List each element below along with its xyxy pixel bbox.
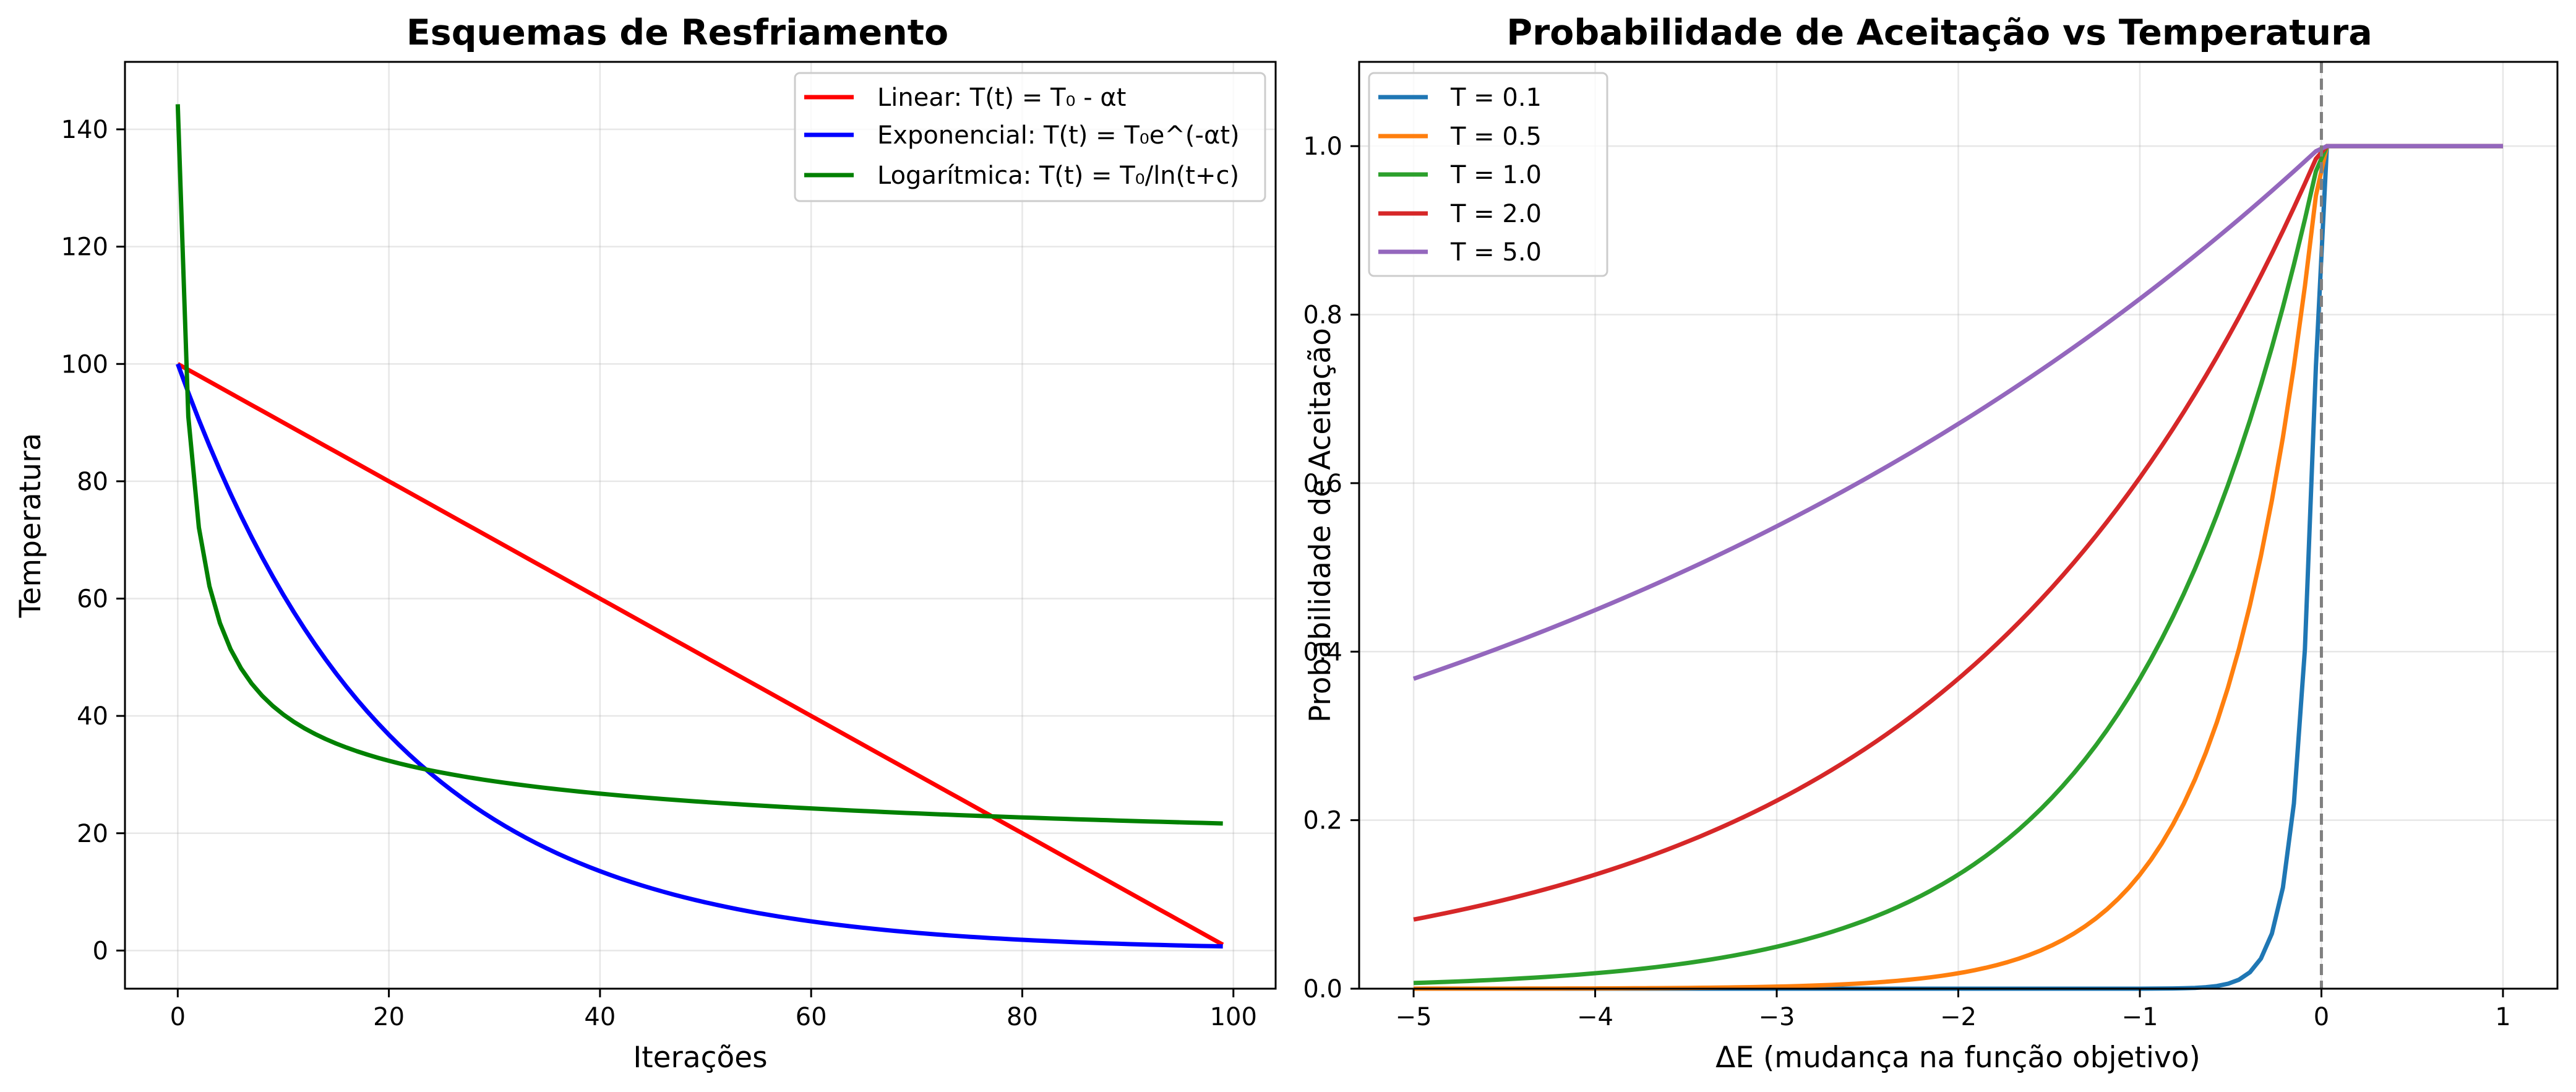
legend-label: Logarítmica: T(t) = T₀/ln(t+c) [877,161,1239,190]
x-tick-label: 40 [584,1003,616,1031]
y-axis-label: Temperatura [14,433,48,619]
x-tick-label: 80 [1007,1003,1038,1031]
cooling-schedules-chart: Esquemas de Resfriamento 0 20 40 60 80 100 0 20… [14,12,1277,1075]
y-tick-label: 0.4 [1303,638,1342,666]
y-tick-label: 0.6 [1303,470,1342,498]
plot-frame [124,61,1277,990]
x-tick-label: 1 [2495,1003,2510,1031]
series-line [1413,144,2503,986]
series-group [175,104,1224,949]
axis-ticks: 0 20 40 60 80 100 0 20 40 60 80 100 120 140 [61,116,1257,1031]
acceptance-probability-chart: Probabilidade de Aceitação vs Temperatur… [1303,12,2559,1075]
axis-ticks: −5 −4 −3 −2 −1 0 1 0.0 0.2 0.4 0.6 0.8 1.0 [1303,132,2510,1031]
legend-box [1368,72,1608,277]
x-axis-label: Iterações [633,1041,767,1075]
legend-label: T = 2.0 [1450,200,1542,228]
legend-label: T = 0.5 [1450,123,1542,151]
y-tick-label: 100 [61,350,108,379]
y-tick-label: 140 [61,116,108,144]
series-line [176,363,1223,949]
legend-label: T = 0.1 [1450,84,1542,112]
y-tick-label: 60 [77,585,108,614]
x-tick-label: 60 [796,1003,827,1031]
y-tick-label: 0.0 [1303,975,1342,1004]
y-axis-label: Probabilidade de Aceitação [1303,328,1337,723]
x-tick-label: 0 [2314,1003,2329,1031]
y-tick-label: 1.0 [1303,132,1342,161]
chart-title: Probabilidade de Aceitação vs Temperatur… [1506,12,2372,53]
x-tick-label: 100 [1210,1003,1257,1031]
x-tick-label: −2 [1940,1003,1977,1031]
x-tick-label: 20 [373,1003,405,1031]
x-tick-label: 0 [170,1003,186,1031]
legend-label: T = 5.0 [1450,238,1542,267]
y-tick-label: 20 [77,820,108,848]
series-line [176,362,1224,947]
x-tick-label: −1 [2122,1003,2158,1031]
legend: T = 0.1 T = 0.5 T = 1.0 T = 2.0 T = 5.0 [1368,72,1608,277]
y-tick-label: 80 [77,468,108,496]
chart-title: Esquemas de Resfriamento [406,12,948,53]
legend-box [794,72,1266,202]
y-tick-label: 40 [77,702,108,731]
legend: Linear: T(t) = T₀ - αt Exponencial: T(t)… [794,72,1266,202]
x-tick-label: −4 [1577,1003,1613,1031]
legend-label: Linear: T(t) = T₀ - αt [877,84,1126,112]
y-tick-label: 120 [61,233,108,262]
y-tick-label: 0 [93,937,108,965]
y-tick-label: 0.8 [1303,301,1342,330]
x-axis-label: ΔE (mudança na função objetivo) [1715,1041,2200,1075]
y-tick-label: 0.2 [1303,807,1342,835]
legend-label: T = 1.0 [1450,161,1542,189]
legend-label: Exponencial: T(t) = T₀e^(-αt) [877,121,1240,150]
series-line [175,104,1223,826]
x-tick-label: −3 [1759,1003,1795,1031]
x-tick-label: −5 [1396,1003,1432,1031]
